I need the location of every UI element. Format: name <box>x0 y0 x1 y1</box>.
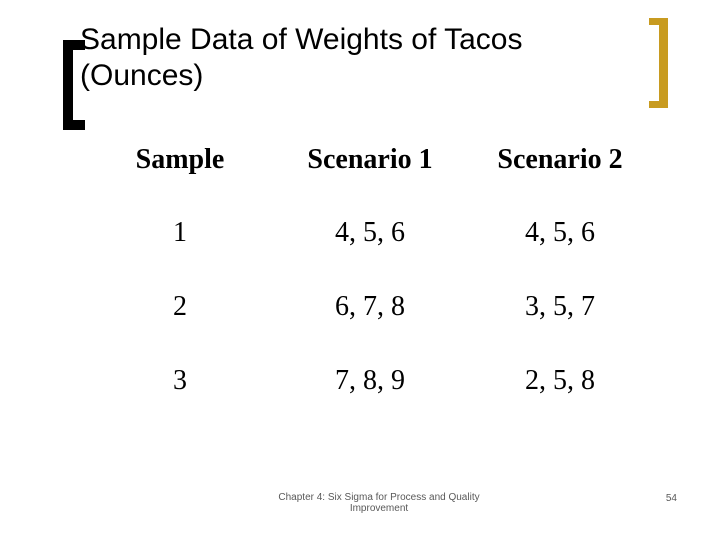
column-header-scenario-1: Scenario 1 <box>307 144 433 175</box>
page-number: 54 <box>665 493 677 504</box>
table-row: 2 6, 7, 8 3, 5, 7 <box>85 291 655 323</box>
column-header-scenario-2: Scenario 2 <box>497 144 623 175</box>
data-table: Sample Scenario 1 Scenario 2 1 4, 5, 6 4… <box>85 144 655 444</box>
table-header-row: Sample Scenario 1 Scenario 2 <box>85 144 655 176</box>
cell-scenario-1: 7, 8, 9 <box>335 365 405 396</box>
footer-text: Chapter 4: Six Sigma for Process and Qua… <box>278 492 480 514</box>
table-row: 3 7, 8, 9 2, 5, 8 <box>85 365 655 397</box>
cell-scenario-1: 4, 5, 6 <box>335 217 405 248</box>
page-title: Sample Data of Weights of Tacos (Ounces) <box>80 23 523 92</box>
cell-sample: 3 <box>173 365 187 396</box>
cell-sample: 2 <box>173 291 187 322</box>
cell-sample: 1 <box>173 217 187 248</box>
cell-scenario-2: 3, 5, 7 <box>525 291 595 322</box>
cell-scenario-1: 6, 7, 8 <box>335 291 405 322</box>
accent-bar <box>0 107 720 119</box>
left-bracket-decoration <box>63 40 85 130</box>
table-row: 1 4, 5, 6 4, 5, 6 <box>85 217 655 249</box>
column-header-sample: Sample <box>135 144 225 175</box>
cell-scenario-2: 4, 5, 6 <box>525 217 595 248</box>
cell-scenario-2: 2, 5, 8 <box>525 365 595 396</box>
right-bracket-decoration <box>649 18 668 108</box>
